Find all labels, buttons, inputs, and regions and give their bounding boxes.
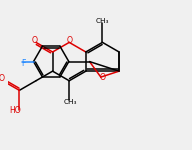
Text: CH₃: CH₃ (63, 99, 77, 105)
Text: O: O (0, 74, 4, 83)
Text: F: F (21, 59, 25, 68)
Text: O: O (31, 36, 37, 45)
Text: CH₃: CH₃ (96, 18, 109, 24)
Text: HO: HO (9, 106, 21, 115)
Text: O: O (66, 36, 72, 45)
Text: O: O (100, 73, 106, 82)
